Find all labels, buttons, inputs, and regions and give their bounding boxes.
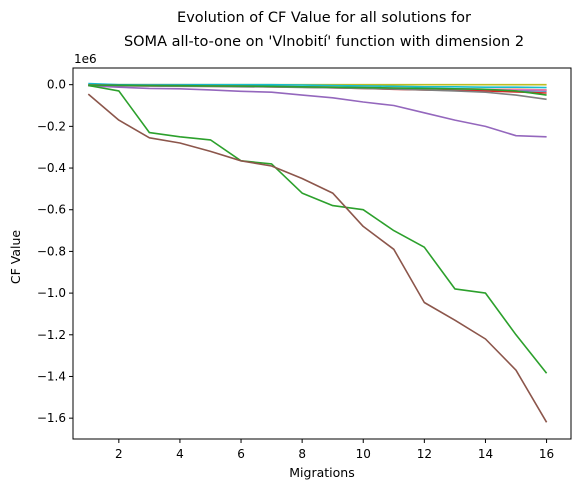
series-line-8 <box>88 84 547 138</box>
y-tick-label: −1.6 <box>37 411 66 425</box>
x-tick-label: 4 <box>176 447 184 461</box>
y-tick-label: 0.0 <box>47 78 66 92</box>
y-tick-label: −1.4 <box>37 369 66 383</box>
y-tick-label: −0.6 <box>37 203 66 217</box>
x-tick-label: 16 <box>539 447 554 461</box>
series-line-11 <box>88 84 547 96</box>
chart-title-line-2: SOMA all-to-one on 'Vlnobití' function w… <box>124 34 524 50</box>
y-tick-label: −0.8 <box>37 244 66 258</box>
x-axis-label: Migrations <box>289 465 354 480</box>
series-line-9 <box>88 84 548 374</box>
chart-title-line-1: Evolution of CF Value for all solutions … <box>177 10 471 26</box>
x-tick-label: 14 <box>478 447 493 461</box>
series-line-10 <box>87 93 548 423</box>
y-tick-label: −0.4 <box>37 161 66 175</box>
y-axis-offset-text: 1e6 <box>74 52 97 66</box>
y-tick-label: −0.2 <box>37 119 66 133</box>
x-axis-ticks: 2 4 6 8 10 12 14 16 <box>115 439 554 461</box>
x-tick-label: 12 <box>417 447 432 461</box>
x-tick-label: 2 <box>115 447 123 461</box>
plot-frame <box>72 67 572 440</box>
x-tick-label: 6 <box>237 447 245 461</box>
x-tick-label: 10 <box>356 447 371 461</box>
x-tick-label: 8 <box>298 447 306 461</box>
y-axis-label: CF Value <box>8 230 23 285</box>
y-axis-ticks: 0.0 −0.2 −0.4 −0.6 −0.8 −1.0 −1.2 −1.4 −1.6 <box>37 78 73 425</box>
y-tick-label: −1.2 <box>37 328 66 342</box>
plot-lines <box>87 82 548 423</box>
y-tick-label: −1.0 <box>37 286 66 300</box>
